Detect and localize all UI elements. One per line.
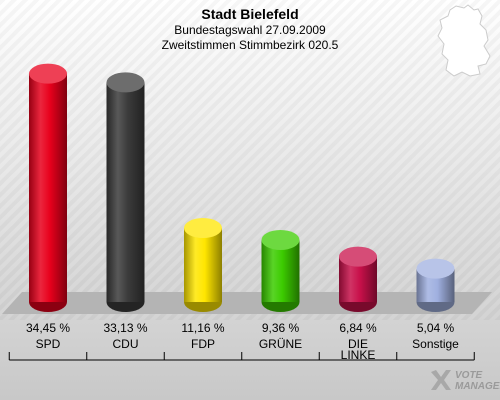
bar-grüne [261, 229, 300, 312]
bar-fdp [184, 218, 222, 312]
category-label: GRÜNE [259, 337, 302, 351]
bar-cdu [106, 72, 145, 312]
category-label: DIE [348, 337, 368, 351]
chart-subtitle-district: Zweitstimmen Stimmbezirk 020.5 [161, 38, 339, 52]
bar-die-linke [339, 246, 377, 312]
chart-subtitle-election: Bundestagswahl 27.09.2009 [174, 23, 326, 37]
germany-map-icon [437, 4, 491, 77]
value-label: 34,45 % [26, 321, 70, 335]
category-label: Sonstige [412, 337, 459, 351]
category-label: SPD [36, 337, 61, 351]
logo-line-2: MANAGER [455, 381, 500, 392]
value-label: 6,84 % [339, 321, 377, 335]
category-label: CDU [113, 337, 139, 351]
category-label: LINKE [341, 348, 376, 362]
bar-sonstige [416, 258, 455, 312]
value-label: 9,36 % [262, 321, 300, 335]
value-label: 11,16 % [181, 321, 224, 335]
x-check-icon [431, 370, 451, 390]
bar-spd [29, 63, 67, 312]
vote-manager-logo: VOTE MANAGER [455, 370, 500, 392]
value-label: 5,04 % [417, 321, 455, 335]
category-label: FDP [191, 337, 215, 351]
logo-line-1: VOTE [455, 370, 483, 381]
value-label: 33,13 % [103, 321, 147, 335]
chart-title: Stadt Bielefeld [201, 6, 299, 22]
x-axis [8, 352, 475, 361]
